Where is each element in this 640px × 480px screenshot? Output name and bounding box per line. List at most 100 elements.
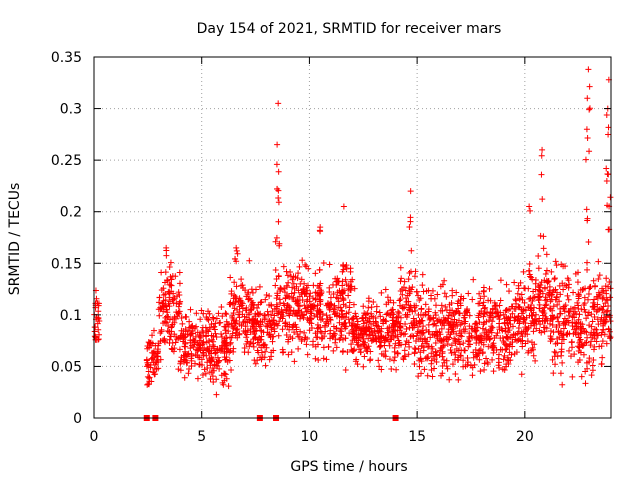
data-point (353, 356, 360, 363)
data-point (201, 366, 208, 373)
data-point (204, 365, 211, 372)
data-point (231, 255, 238, 262)
data-point (509, 339, 516, 346)
data-point (91, 324, 98, 331)
data-point (306, 314, 313, 321)
data-point (577, 287, 584, 294)
data-point (346, 299, 353, 306)
data-point (594, 316, 601, 323)
data-point (268, 349, 275, 356)
data-point (391, 344, 398, 351)
data-point (347, 265, 354, 272)
data-point (212, 350, 219, 357)
data-point (229, 323, 236, 330)
data-point (365, 304, 372, 311)
data-point (591, 331, 598, 338)
data-point (157, 356, 164, 363)
data-point (551, 275, 558, 282)
data-point (302, 261, 309, 268)
data-point (506, 349, 513, 356)
data-point (326, 284, 333, 291)
data-point (556, 298, 563, 305)
data-point (403, 326, 410, 333)
data-point (570, 289, 577, 296)
data-point (178, 354, 185, 361)
data-point (194, 339, 201, 346)
data-point (475, 300, 482, 307)
data-point (335, 278, 342, 285)
data-point (340, 203, 347, 210)
data-point (377, 335, 384, 342)
data-point (176, 308, 183, 315)
data-point (444, 365, 451, 372)
data-point (584, 95, 591, 102)
data-point (239, 311, 246, 318)
data-point (552, 361, 559, 368)
data-point (526, 203, 533, 210)
data-point (547, 327, 554, 334)
data-point (427, 334, 434, 341)
data-point (465, 290, 472, 297)
data-point (349, 330, 356, 337)
data-point (520, 268, 527, 275)
data-point (584, 259, 591, 266)
data-point (603, 112, 610, 119)
data-point (455, 347, 462, 354)
data-point (590, 299, 597, 306)
data-point (464, 361, 471, 368)
data-point (299, 257, 306, 264)
data-point (415, 373, 422, 380)
data-point (193, 323, 200, 330)
data-point (584, 217, 591, 224)
data-point (577, 329, 584, 336)
data-point (263, 291, 270, 298)
data-point (171, 345, 178, 352)
data-point (297, 315, 304, 322)
data-point (327, 294, 334, 301)
data-point (157, 330, 164, 337)
data-point (192, 333, 199, 340)
data-point (554, 353, 561, 360)
data-point (584, 365, 591, 372)
data-point (213, 391, 220, 398)
data-point (283, 307, 290, 314)
data-point (581, 306, 588, 313)
data-point (243, 341, 250, 348)
data-point (397, 331, 404, 338)
data-point (263, 344, 270, 351)
data-point (297, 280, 304, 287)
data-point (472, 328, 479, 335)
data-point (424, 372, 431, 379)
data-point (262, 341, 269, 348)
data-point (497, 277, 504, 284)
data-point (495, 355, 502, 362)
data-point (537, 321, 544, 328)
data-point (319, 311, 326, 318)
data-point (276, 242, 283, 249)
data-point (259, 319, 266, 326)
data-point (295, 287, 302, 294)
data-point (463, 307, 470, 314)
data-point (209, 365, 216, 372)
data-point (378, 350, 385, 357)
data-point (591, 326, 598, 333)
data-point (327, 317, 334, 324)
data-point (206, 310, 213, 317)
data-point (202, 370, 209, 377)
data-point (286, 321, 293, 328)
data-point (227, 339, 234, 346)
data-point (377, 342, 384, 349)
data-point (425, 321, 432, 328)
data-point (168, 276, 175, 283)
data-point (580, 302, 587, 309)
data-point (263, 322, 270, 329)
data-point (296, 293, 303, 300)
data-point (557, 291, 564, 298)
data-point (462, 326, 469, 333)
data-point (411, 350, 418, 357)
data-point (429, 345, 436, 352)
data-point (221, 354, 228, 361)
data-point (509, 310, 516, 317)
data-point (410, 315, 417, 322)
